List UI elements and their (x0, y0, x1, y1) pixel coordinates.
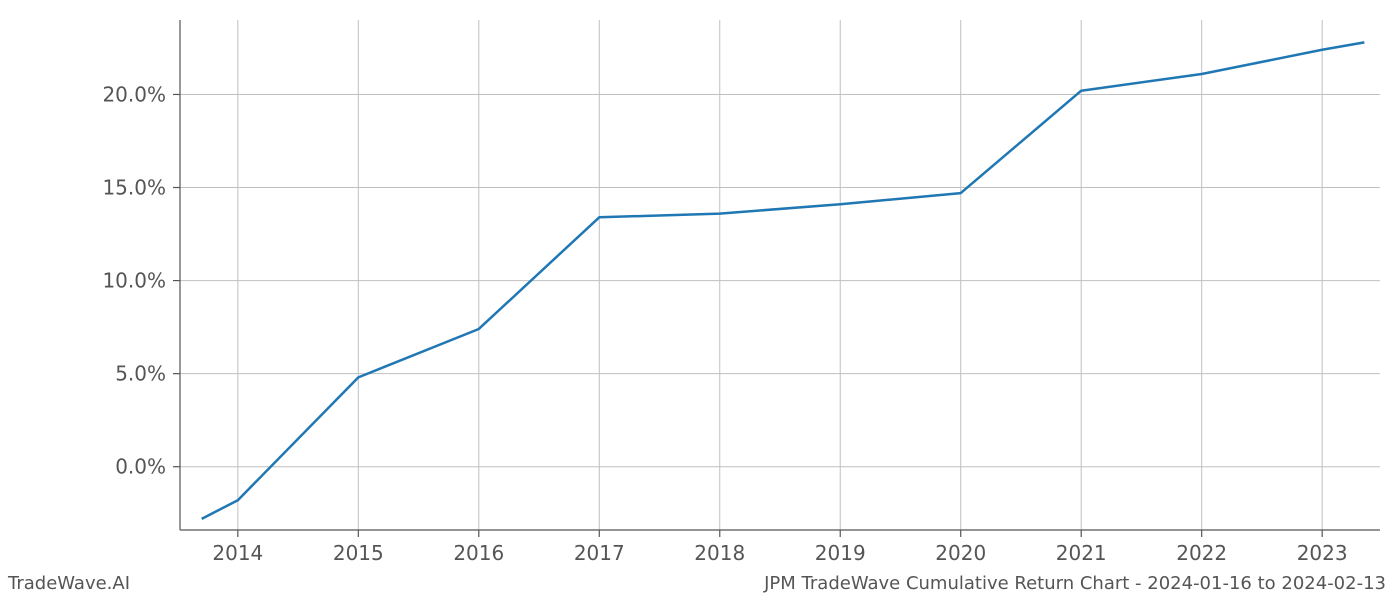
y-tick-label: 15.0% (102, 176, 166, 200)
footer-left-text: TradeWave.AI (8, 573, 130, 594)
x-tick-label: 2018 (694, 541, 745, 565)
x-tick-label: 2017 (574, 541, 625, 565)
x-tick-label: 2014 (212, 541, 263, 565)
footer-right-text: JPM TradeWave Cumulative Return Chart - … (764, 573, 1386, 594)
y-tick-label: 0.0% (115, 455, 166, 479)
x-tick-label: 2022 (1176, 541, 1227, 565)
x-tick-label: 2016 (453, 541, 504, 565)
x-tick-label: 2015 (333, 541, 384, 565)
x-tick-label: 2019 (815, 541, 866, 565)
chart-container: 2014 2015 2016 2017 2018 2019 2020 2021 2022 2023… (0, 0, 1400, 600)
cumulative-return-chart: 2014 2015 2016 2017 2018 2019 2020 2021 2022 2023… (0, 0, 1400, 600)
x-tick-label: 2021 (1056, 541, 1107, 565)
y-tick-label: 20.0% (102, 82, 166, 106)
x-tick-label: 2020 (935, 541, 986, 565)
y-tick-label: 5.0% (115, 362, 166, 386)
x-tick-label: 2023 (1297, 541, 1348, 565)
y-tick-label: 10.0% (102, 269, 166, 293)
